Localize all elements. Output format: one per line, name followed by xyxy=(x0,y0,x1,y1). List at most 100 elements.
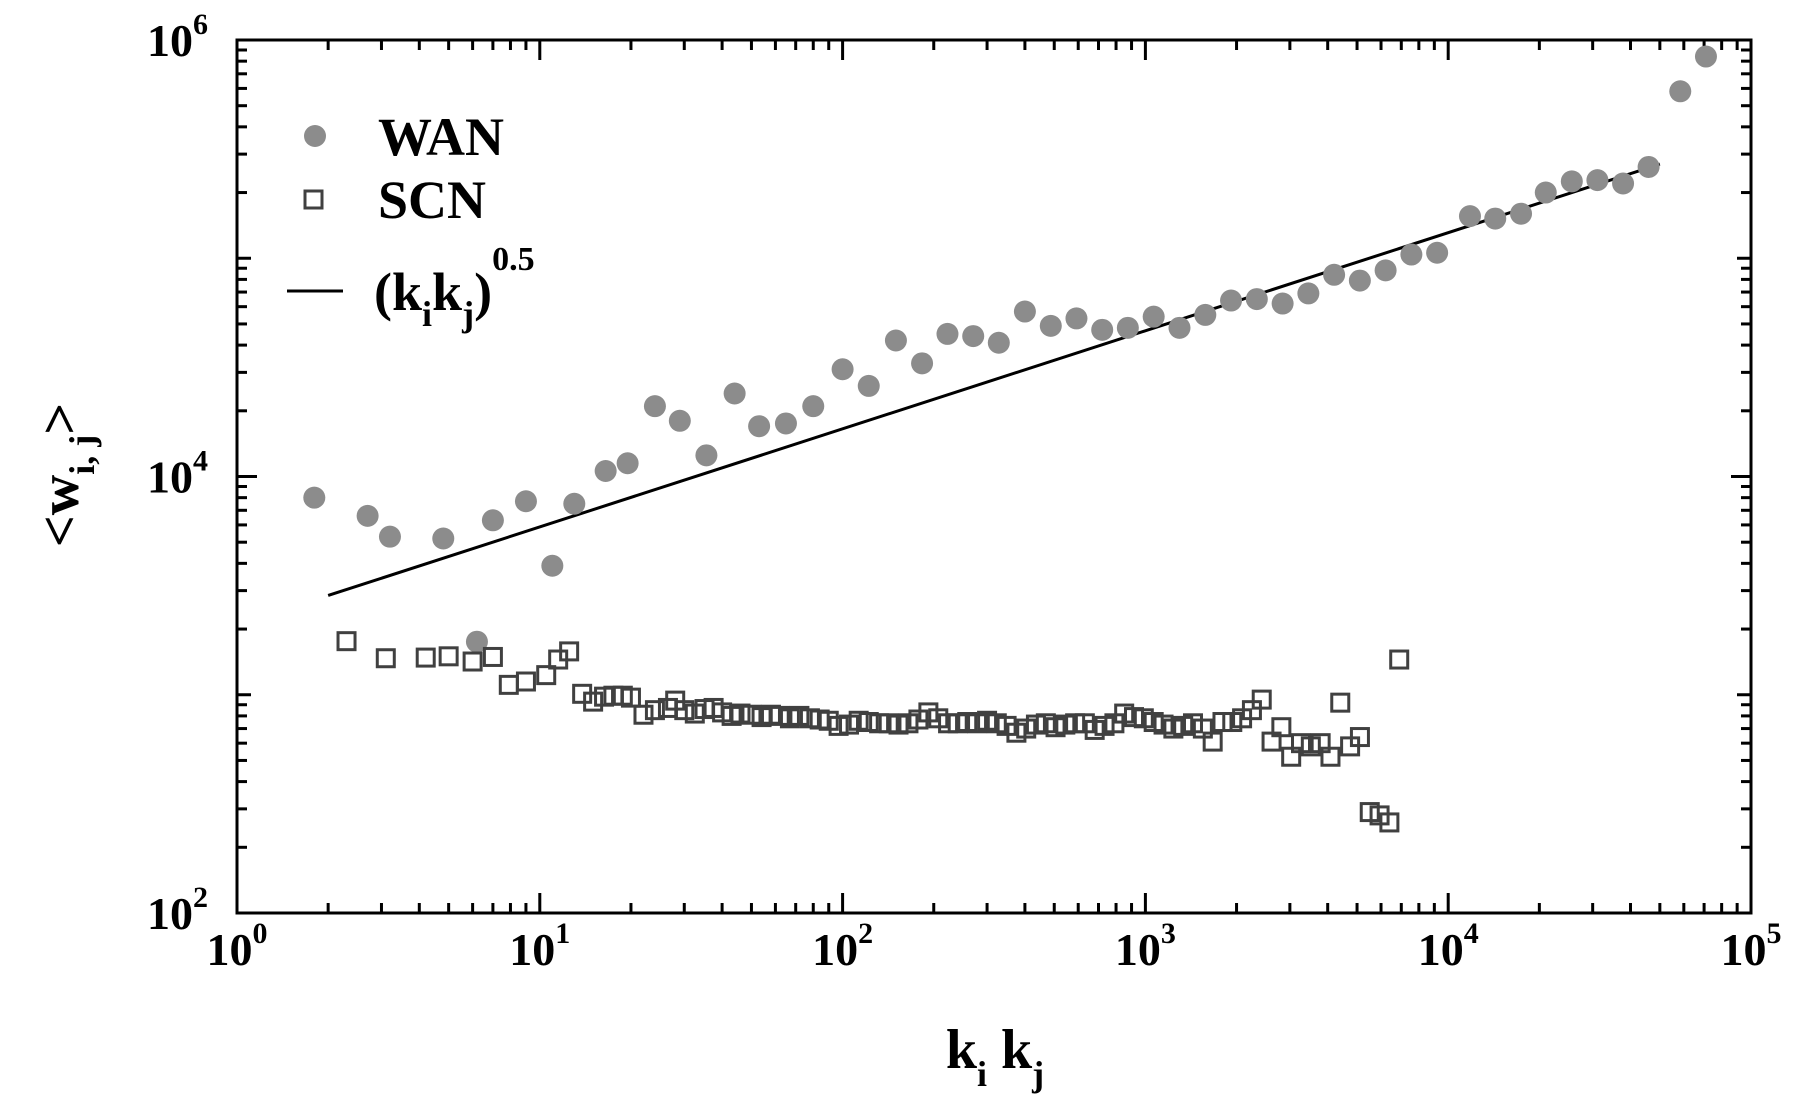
wan-point xyxy=(723,382,746,405)
wan-point xyxy=(1245,288,1268,311)
wan-point xyxy=(884,329,907,352)
legend-wan-label: WAN xyxy=(378,107,504,167)
y-tick-label: 106 xyxy=(147,8,208,66)
wan-point xyxy=(356,504,379,527)
scn-point xyxy=(498,674,519,695)
wan-point xyxy=(514,490,537,513)
wan-point xyxy=(1271,292,1294,315)
y-tick-label: 104 xyxy=(147,445,208,503)
x-axis-label-s2: j xyxy=(1031,1054,1044,1094)
x-tick-label: 102 xyxy=(812,917,873,975)
fit-layer xyxy=(327,162,1661,597)
x-tick-label-base: 10 xyxy=(812,924,858,975)
scn-point xyxy=(336,631,357,652)
scn-point xyxy=(1349,727,1370,748)
wan-point xyxy=(1220,289,1243,312)
wan-point xyxy=(831,358,854,381)
wan-point xyxy=(1374,259,1397,282)
scn-point xyxy=(1320,746,1341,767)
wan-point xyxy=(1142,305,1165,328)
legend-scn-marker xyxy=(303,189,324,210)
legend: WAN SCN (kikj)0.5 xyxy=(287,107,535,334)
scn-point xyxy=(828,715,849,736)
y-axis-label: <wi, j> xyxy=(29,403,102,547)
wan-point xyxy=(1612,172,1635,195)
scn-point xyxy=(515,671,536,692)
x-tick-label: 105 xyxy=(1721,917,1782,975)
wan-point xyxy=(1116,316,1139,339)
wan-point xyxy=(1586,169,1609,192)
wan-point xyxy=(695,444,718,467)
plot-frame xyxy=(235,38,1753,915)
wan-point xyxy=(962,325,985,348)
wan-point xyxy=(541,554,564,577)
scn-point xyxy=(644,700,665,721)
scn-point xyxy=(674,700,695,721)
wan-point xyxy=(1013,300,1036,323)
wan-point xyxy=(1669,80,1692,103)
y-tick-label: 102 xyxy=(147,881,208,939)
x-axis-label: ki kj xyxy=(946,1019,1044,1094)
wan-point xyxy=(594,459,617,482)
x-tick-label: 103 xyxy=(1115,917,1176,975)
scn-series xyxy=(336,631,1410,833)
wan-point xyxy=(1091,318,1114,341)
scn-point xyxy=(1271,717,1292,738)
legend-fit-label: (kikj)0.5 xyxy=(374,241,535,334)
wan-point xyxy=(1323,263,1346,286)
x-tick-label-exp: 0 xyxy=(253,917,268,950)
scn-point xyxy=(375,648,396,669)
scn-point xyxy=(415,647,436,668)
scn-point xyxy=(536,665,557,686)
wan-point xyxy=(643,395,666,418)
wan-point xyxy=(802,395,825,418)
scn-point xyxy=(1251,689,1272,710)
legend-wan-marker xyxy=(304,125,326,147)
x-tick-label-exp: 1 xyxy=(555,917,570,950)
x-axis-label-k2: k xyxy=(1001,1019,1033,1081)
wan-point xyxy=(1348,269,1371,292)
scn-point xyxy=(1379,812,1400,833)
x-axis-label-s1: i xyxy=(977,1054,987,1094)
x-tick-label-base: 10 xyxy=(1418,924,1464,975)
wan-point xyxy=(1510,202,1533,225)
wan-point xyxy=(774,412,797,435)
legend-fit-sub1: i xyxy=(422,294,432,334)
wan-point xyxy=(465,630,488,653)
scn-point xyxy=(482,646,503,667)
scn-point xyxy=(741,704,762,725)
x-tick-label-exp: 3 xyxy=(1161,917,1176,950)
wan-point xyxy=(563,492,586,515)
x-tick-label-exp: 5 xyxy=(1767,917,1782,950)
x-tick-label: 101 xyxy=(509,917,570,975)
x-axis-label-k1: k xyxy=(946,1019,978,1081)
wan-point xyxy=(1194,303,1217,326)
wan-point xyxy=(1039,314,1062,337)
scn-point xyxy=(858,712,879,733)
wan-point xyxy=(1694,45,1717,68)
legend-scn-label: SCN xyxy=(378,170,486,230)
legend-fit-open: (k xyxy=(374,262,422,322)
wan-point xyxy=(1426,241,1449,264)
wan-point xyxy=(1168,316,1191,339)
wan-point xyxy=(668,409,691,432)
wan-point xyxy=(936,322,959,345)
x-tick-label-exp: 2 xyxy=(858,917,873,950)
wan-point xyxy=(432,527,455,550)
wan-point xyxy=(987,331,1010,354)
y-tick-label-base: 10 xyxy=(147,15,193,66)
legend-fit-close: ) xyxy=(474,262,492,322)
y-axis-label-close: > xyxy=(29,403,91,435)
wan-point xyxy=(1458,205,1481,228)
wan-point xyxy=(1297,282,1320,305)
legend-fit-sub2: j xyxy=(461,294,474,334)
x-tick-label-base: 10 xyxy=(509,924,555,975)
scn-point xyxy=(559,641,580,662)
scn-point xyxy=(620,687,641,708)
y-tick-label-exp: 6 xyxy=(193,8,208,41)
y-tick-label-base: 10 xyxy=(147,452,193,503)
fit-line xyxy=(327,162,1661,597)
wan-point xyxy=(616,452,639,475)
